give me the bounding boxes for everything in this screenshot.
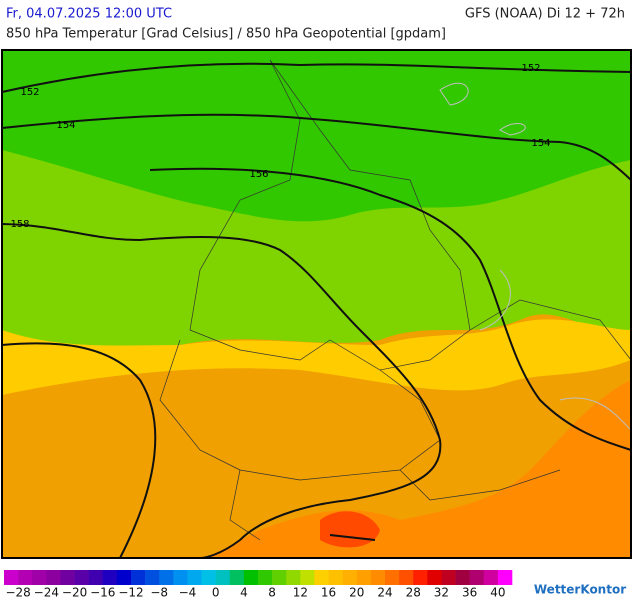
colorbar-swatch xyxy=(229,570,245,585)
colorbar-swatch xyxy=(469,570,485,585)
country-border xyxy=(469,299,632,361)
colorbar-swatch xyxy=(243,570,259,585)
colorbar-label: 20 xyxy=(349,586,364,600)
colorbar-label: −24 xyxy=(34,586,59,600)
colorbar-label: 40 xyxy=(490,586,505,600)
colorbar-swatch xyxy=(116,570,132,585)
colorbar-swatch xyxy=(159,570,174,585)
colorbar-label: 32 xyxy=(434,586,449,600)
colorbar-label: 16 xyxy=(321,586,336,600)
colorbar-swatch xyxy=(258,570,273,585)
colorbar-swatch xyxy=(342,570,358,585)
colorbar-swatch xyxy=(102,570,118,585)
isotherm xyxy=(479,269,632,431)
colorbar-swatch xyxy=(427,570,442,585)
brand: WetterKontor xyxy=(534,583,626,597)
colorbar-swatch xyxy=(413,570,428,585)
colorbar-label: 8 xyxy=(268,586,276,600)
colorbar-swatch xyxy=(356,570,372,585)
colorbar-swatch xyxy=(215,570,231,585)
contour-line xyxy=(149,167,632,451)
colorbar-swatch xyxy=(32,570,47,585)
colorbar-label: 12 xyxy=(293,586,308,600)
colorbar-swatch xyxy=(385,570,400,585)
colorbar-label: −20 xyxy=(62,586,87,600)
colorbar-swatch xyxy=(18,570,33,585)
map-frame xyxy=(1,49,632,559)
colorbar-label: 4 xyxy=(240,586,248,600)
colorbar: −28 −24 −20 −16 −12 −8 −4 0 4 8 12 16 20 24 28 32 36 40 xyxy=(4,570,513,600)
colorbar-label: −28 xyxy=(5,586,30,600)
hot-region xyxy=(200,380,631,558)
map-title: 850 hPa Temperatur [Grad Celsius] / 850 … xyxy=(6,27,446,42)
colorbar-label: −8 xyxy=(150,586,168,600)
colorbar-swatch xyxy=(173,570,188,585)
contour-line xyxy=(1,342,157,559)
contour-line xyxy=(1,223,442,559)
yellow-band xyxy=(2,319,631,395)
colorbar-swatch xyxy=(441,570,456,585)
colorbar-label: 24 xyxy=(377,586,392,600)
contour-label: 158 xyxy=(10,219,29,230)
colorbar-label: 0 xyxy=(212,586,220,600)
borders xyxy=(159,59,632,541)
colorbar-label: 36 xyxy=(462,586,477,600)
colorbar-swatch xyxy=(370,570,386,585)
colorbar-swatch xyxy=(497,570,513,585)
country-border xyxy=(159,339,441,481)
colorbar-swatch xyxy=(60,570,75,585)
isotherm xyxy=(439,82,526,136)
country-border xyxy=(229,469,561,541)
colorbar-swatch xyxy=(300,570,315,585)
colorbar-swatch xyxy=(74,570,89,585)
contour-label: 152 xyxy=(20,87,39,98)
colorbar-label: −4 xyxy=(179,586,197,600)
colorbar-swatch xyxy=(201,570,216,585)
colorbar-swatch xyxy=(131,570,146,585)
contour-line xyxy=(1,62,632,93)
country-border xyxy=(189,59,471,371)
contour-label: 154 xyxy=(531,138,550,149)
contours xyxy=(1,62,632,559)
datetime: Fr, 04.07.2025 12:00 UTC xyxy=(6,7,172,22)
colorbar-swatch xyxy=(187,570,202,585)
contour-labels: 152 152 154 154 156 158 xyxy=(10,63,550,230)
colorbar-swatch xyxy=(4,570,19,585)
colorbar-swatch xyxy=(483,570,499,585)
colorbar-swatch xyxy=(455,570,470,585)
colorbar-label: 28 xyxy=(406,586,421,600)
colorbar-swatch xyxy=(46,570,61,585)
colorbar-label: −16 xyxy=(90,586,115,600)
colorbar-swatch xyxy=(314,570,329,585)
colorbar-label: −12 xyxy=(118,586,143,600)
cool-region xyxy=(2,50,631,222)
model-run: GFS (NOAA) Di 12 + 72h xyxy=(465,7,625,22)
colorbar-swatch xyxy=(328,570,343,585)
colorbar-swatch xyxy=(88,570,104,585)
colorbar-swatch xyxy=(145,570,160,585)
contour-line xyxy=(1,113,632,181)
map-area: 152 152 154 154 156 158 xyxy=(1,49,632,559)
contour-label: 152 xyxy=(521,63,540,74)
contour-label: 154 xyxy=(56,120,75,131)
contour-line xyxy=(329,534,376,541)
colorbar-swatch xyxy=(272,570,287,585)
contour-label: 156 xyxy=(249,169,268,180)
colorbar-swatch xyxy=(286,570,301,585)
isotherms xyxy=(439,82,632,431)
colorbar-swatch xyxy=(399,570,414,585)
